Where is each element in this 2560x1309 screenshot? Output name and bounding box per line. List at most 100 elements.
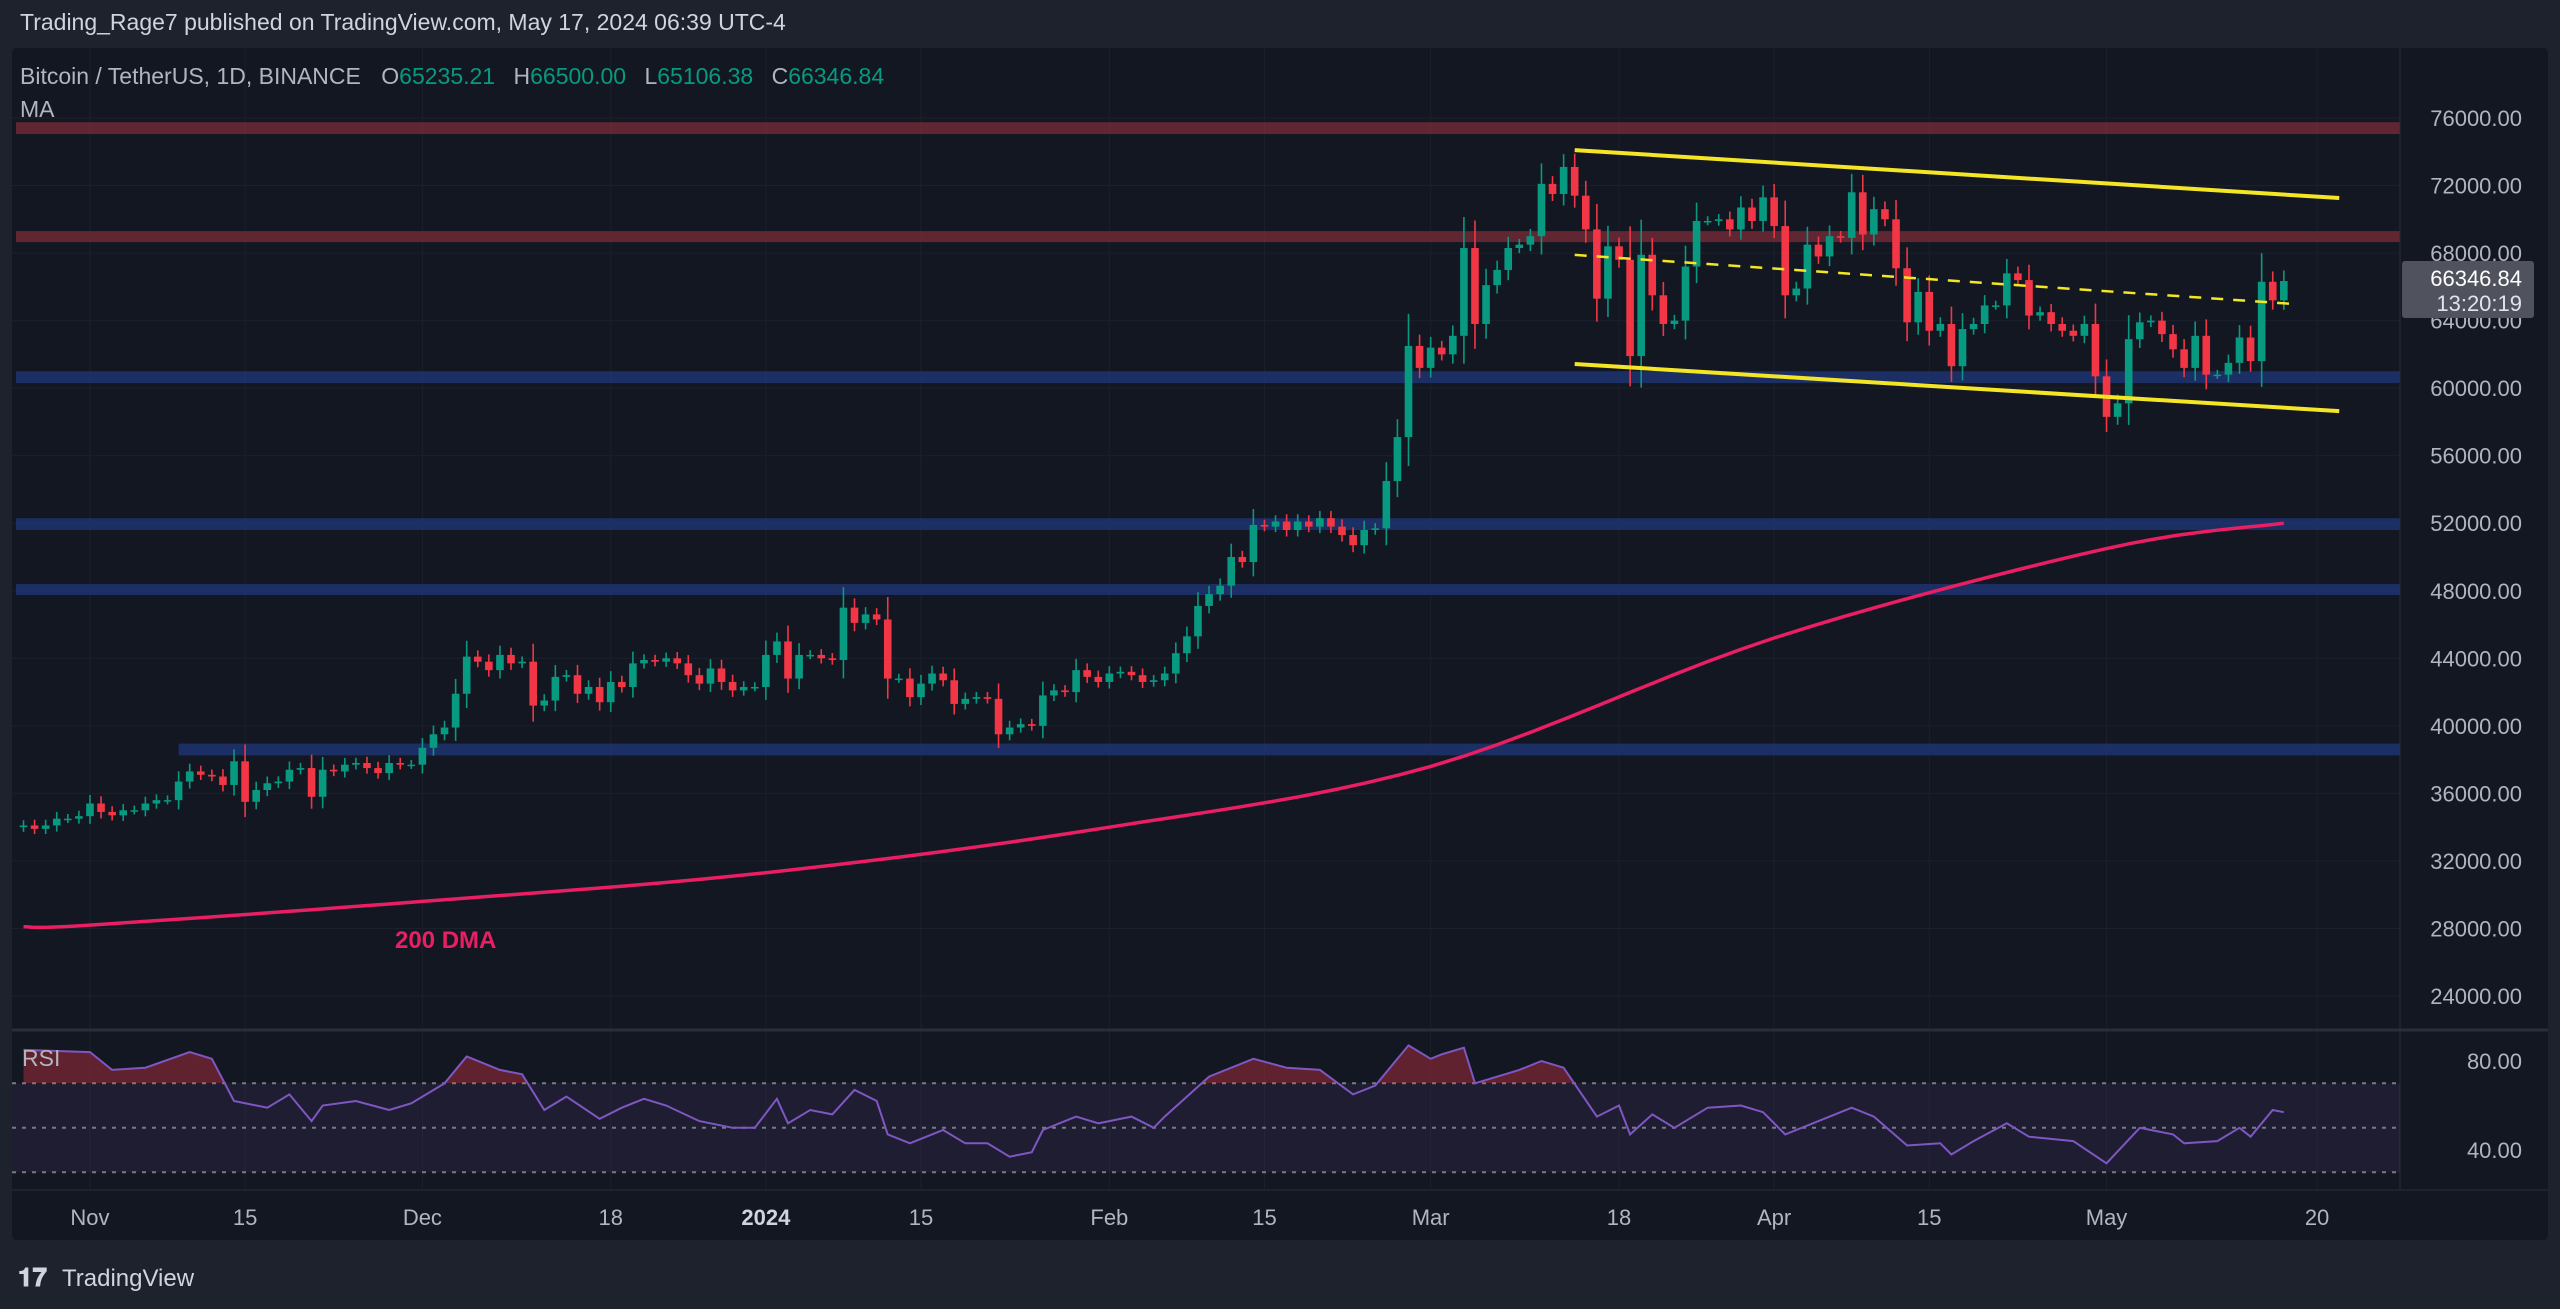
candle-body — [2025, 280, 2033, 316]
candle-body — [440, 727, 449, 735]
candle — [2113, 394, 2122, 425]
candle-body — [86, 803, 94, 817]
candle — [1803, 226, 1812, 305]
candle-body — [773, 641, 781, 655]
candle — [1482, 268, 1490, 339]
candle — [1005, 720, 1014, 741]
publish-info: Trading_Rage7 published on TradingView.c… — [20, 9, 786, 35]
candle-body — [1681, 266, 1690, 321]
candle — [1061, 685, 1069, 697]
candle-body — [1814, 244, 1823, 257]
candle-body — [1903, 268, 1911, 323]
candle — [285, 761, 294, 790]
price-tick: 28000.00 — [2430, 916, 2522, 941]
candle — [352, 757, 360, 770]
candle-body — [1969, 323, 1978, 330]
channel-lines[interactable] — [1574, 148, 2340, 414]
candle-body — [2235, 337, 2244, 363]
candle-body — [1504, 248, 1513, 270]
candle — [341, 757, 349, 778]
candle — [1016, 718, 1025, 733]
candle — [2025, 264, 2033, 330]
candle-body — [518, 661, 526, 664]
low-value: 65106.38 — [657, 63, 753, 89]
candle-body — [1659, 295, 1668, 324]
candle-body — [795, 654, 803, 679]
candle-body — [341, 764, 349, 772]
candle-body — [651, 659, 659, 662]
candle-body — [1881, 209, 1889, 220]
candle — [994, 683, 1003, 749]
candle — [75, 810, 83, 824]
candle — [1626, 226, 1634, 387]
candle — [939, 666, 947, 687]
rsi-pane[interactable] — [12, 1044, 2400, 1174]
candle — [961, 692, 970, 710]
candle — [2268, 271, 2277, 310]
candle-body — [1637, 254, 1645, 357]
candle — [795, 643, 803, 690]
candle-body — [839, 607, 848, 660]
candle — [806, 650, 814, 660]
candle — [418, 738, 427, 774]
rsi-line — [23, 1044, 2284, 1165]
candle — [185, 763, 194, 789]
candle-body — [1105, 673, 1114, 682]
candle-body — [1493, 269, 1501, 286]
price-tick: 36000.00 — [2430, 781, 2522, 806]
candle — [1781, 200, 1790, 319]
candle — [141, 796, 150, 817]
candle-body — [1825, 236, 1834, 257]
candle-body — [906, 678, 914, 698]
tradingview-logo[interactable]: 𝟏𝟕 TradingView — [18, 1262, 195, 1292]
candle-body — [1803, 244, 1812, 289]
candle-body — [1537, 183, 1546, 237]
candle-body — [2224, 362, 2233, 375]
candle — [396, 757, 405, 770]
candle — [1327, 510, 1335, 534]
candle — [1836, 230, 1845, 243]
candle-body — [1183, 636, 1191, 654]
candle — [1670, 314, 1679, 330]
candle — [861, 607, 870, 630]
candle — [551, 665, 560, 712]
candle — [1027, 718, 1036, 731]
candle — [1593, 203, 1601, 322]
time-tick: 15 — [909, 1205, 933, 1230]
candle-body — [939, 673, 947, 681]
ma200-line — [23, 521, 2285, 930]
candle-body — [1005, 727, 1014, 735]
indicator-ma-label[interactable]: MA — [20, 96, 55, 122]
candle-body — [762, 654, 770, 688]
candle-body — [1748, 207, 1756, 221]
candle — [1050, 684, 1058, 702]
rsi-label[interactable]: RSI — [22, 1045, 60, 1071]
candle-body — [219, 776, 227, 785]
candle — [1870, 196, 1878, 246]
candle-body — [1282, 521, 1291, 530]
high-value: 66500.00 — [530, 63, 626, 89]
candle — [329, 764, 338, 777]
candle — [1703, 216, 1712, 226]
candle-body — [2047, 312, 2055, 324]
candle — [374, 761, 382, 779]
candle — [219, 769, 227, 792]
candle — [1570, 153, 1579, 208]
candle — [518, 656, 526, 669]
candle — [1504, 236, 1513, 281]
candle — [1271, 515, 1280, 533]
candle-body — [1382, 481, 1391, 529]
candle — [895, 673, 903, 683]
time-tick: 2024 — [741, 1205, 791, 1230]
open-label: O — [381, 63, 399, 89]
candle — [2213, 369, 2222, 379]
candle — [407, 759, 416, 769]
candle — [2124, 315, 2133, 425]
candle-body — [75, 816, 83, 819]
candle-body — [540, 700, 549, 706]
candle-body — [2080, 323, 2089, 336]
time-axis[interactable]: Nov 15 Dec 18 2024 15 Feb 15 Mar 18 Apr 15 May 20 — [70, 1205, 2329, 1230]
chart-pane[interactable] — [12, 48, 2548, 1240]
candle-body — [1471, 248, 1479, 324]
